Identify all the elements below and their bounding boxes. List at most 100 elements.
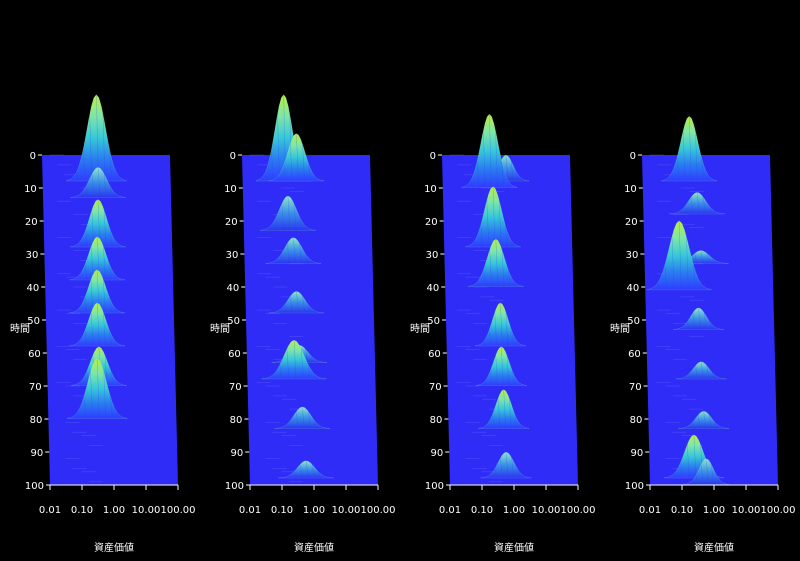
surface-mesh-line (709, 415, 712, 429)
surface-ridge (69, 269, 125, 314)
surface-mesh-line (103, 312, 106, 347)
surface-mesh-line (320, 426, 323, 429)
surface-mesh-line (690, 197, 694, 215)
y-tick-label: 0 (430, 151, 436, 162)
surface-mesh-line (673, 473, 677, 479)
y-tick-label: 40 (426, 283, 439, 294)
y-tick-label: 0 (230, 151, 236, 162)
surface-mesh-line (720, 426, 723, 429)
y-tick-label: 70 (229, 382, 242, 393)
surface-mesh-line (314, 310, 318, 314)
surface-mesh-line (701, 157, 704, 182)
y-tick-label: 40 (626, 283, 639, 294)
x-tick-label: 100.00 (361, 505, 396, 516)
surface-mesh-line (103, 371, 107, 419)
x-tick-label: 10.00 (332, 505, 361, 516)
surface-mesh-line (82, 149, 86, 182)
surface-mesh-line (287, 195, 291, 231)
surface-mesh-line (671, 236, 675, 290)
surface-mesh-line (517, 468, 520, 479)
surface-mesh-line (293, 471, 297, 479)
x-tick-label: 0.01 (39, 505, 61, 516)
surface-mesh-line (520, 424, 523, 429)
surface-mesh-line (495, 355, 498, 386)
surface-mesh-line (682, 130, 686, 182)
surface-mesh-line (510, 160, 514, 182)
surface-mesh-line (488, 330, 492, 347)
surface-ridge (268, 133, 325, 182)
x-tick-label: 0.10 (471, 505, 493, 516)
y-tick-label: 90 (630, 448, 643, 459)
surface-mesh-line (495, 130, 498, 188)
y-tick-label: 30 (26, 250, 39, 261)
surface-mesh-line (299, 218, 303, 231)
surface-mesh-line (109, 330, 112, 347)
surface-mesh-line (89, 114, 92, 182)
surface-mesh-line (703, 312, 707, 330)
surface-panel-1: 0 10 20 30 40 50 60 70 80 90 100 時間 0.01 0.10 1.00 10.0… (10, 94, 196, 554)
surface-mesh-line (503, 389, 506, 429)
x-tick-label: 10.00 (132, 505, 161, 516)
surface-mesh-line (272, 375, 275, 380)
surface-mesh-line (78, 341, 82, 347)
surface-mesh-line (521, 178, 524, 182)
surface-ridge (646, 220, 712, 291)
surface-mesh-line (703, 411, 706, 429)
surface-mesh-line (676, 157, 680, 182)
surface-mesh-line (678, 220, 682, 290)
surface-mesh-line (102, 114, 106, 182)
y-tick-label: 50 (227, 316, 240, 327)
surface-mesh-line (293, 237, 296, 264)
surface-mesh-line (492, 414, 495, 429)
surface-mesh-line (91, 210, 95, 248)
surface-mesh-line (680, 462, 683, 479)
y-tick-label: 100 (25, 481, 44, 492)
x-tick-label: 0.01 (439, 505, 461, 516)
surface-mesh-line (264, 172, 268, 182)
y-tick-label: 10 (24, 184, 37, 195)
surface-ridge (661, 115, 718, 182)
surface-mesh-line (494, 312, 497, 347)
y-tick-label: 30 (226, 250, 239, 261)
surface-panel-2: 0 10 20 30 40 50 60 70 80 90 100 時間 0.01 0.10 1.00 10.0… (210, 94, 396, 554)
surface-mesh-line (678, 211, 681, 215)
surface-mesh-line (517, 341, 520, 347)
surface-mesh-line (511, 330, 514, 347)
surface-ridge (70, 199, 126, 248)
y-tick-label: 90 (230, 448, 243, 459)
surface-mesh-line (697, 415, 701, 429)
y-tick-label: 60 (628, 349, 641, 360)
x-tick-label: 10.00 (532, 505, 561, 516)
surface-mesh-line (117, 381, 120, 386)
surface-mesh-line (494, 468, 498, 479)
surface-mesh-line (305, 460, 309, 479)
y-tick-label: 90 (430, 448, 443, 459)
surface-mesh-line (696, 192, 700, 215)
surface-mesh-line (498, 200, 502, 248)
x-tick-label: 1.00 (703, 505, 725, 516)
surface-ridge (467, 238, 524, 287)
surface-mesh-line (707, 174, 710, 182)
y-tick-label: 50 (427, 316, 440, 327)
surface-mesh-line (283, 305, 287, 314)
surface-mesh-line (480, 225, 483, 248)
surface-mesh-line (505, 452, 509, 479)
surface-mesh-line (311, 356, 314, 363)
x-tick-label: 0.01 (239, 505, 261, 516)
surface-ridge (278, 460, 334, 479)
surface-mesh-line (670, 174, 674, 182)
surface-mesh-line (104, 355, 108, 386)
y-tick-label: 0 (630, 151, 636, 162)
x-axis-label: 資産価値 (294, 541, 334, 554)
surface-mesh-line (684, 377, 687, 380)
surface-mesh-line (293, 203, 297, 231)
surface-mesh-line (324, 476, 327, 479)
surface-mesh-line (664, 265, 668, 290)
x-axis-label: 資産価値 (694, 541, 734, 554)
surface-mesh-line (700, 361, 704, 380)
y-axis-label: 時間 (410, 323, 430, 335)
surface-mesh-line (306, 226, 309, 231)
surface-mesh-line (709, 321, 713, 330)
surface-ridge (261, 339, 327, 380)
